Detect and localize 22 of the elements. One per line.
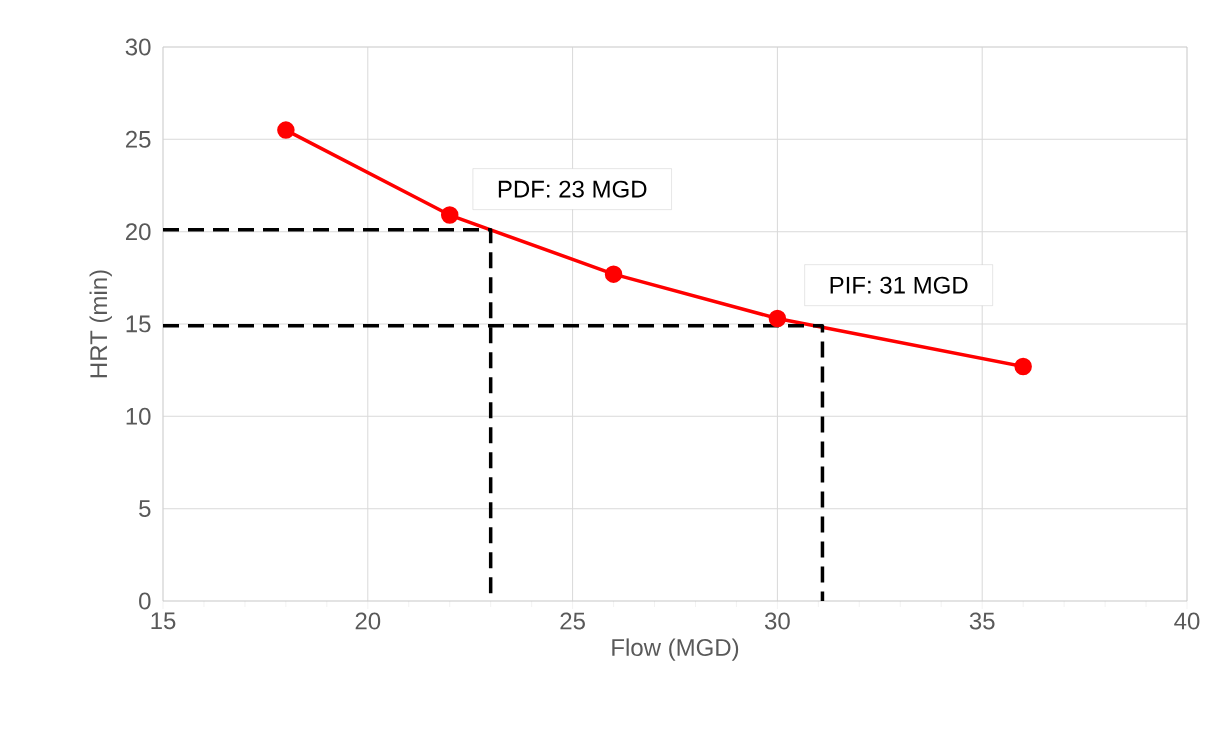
x-tick-label: 35: [969, 612, 995, 630]
point: [277, 121, 295, 139]
y-tick-label: 25: [125, 130, 151, 148]
y-axis-title: HRT (min): [89, 270, 112, 378]
x-tick-label: 25: [560, 612, 585, 630]
point: [440, 206, 459, 224]
x-tick-label: 20: [355, 612, 381, 630]
y-tick-label: 15: [126, 315, 151, 333]
x-tick-label: 30: [764, 612, 790, 630]
y-tick-label: 0: [139, 592, 151, 610]
point: [604, 265, 623, 283]
y-tick-label: 30: [125, 38, 151, 56]
x-tick-label: 15: [151, 612, 176, 630]
annotation: PIF: 31 MGD: [830, 276, 968, 294]
y-tick-label: 10: [126, 407, 151, 425]
x-axis-title: Flow (MGD): [612, 638, 739, 661]
y-tick-label: 5: [139, 500, 151, 518]
point: [1014, 357, 1032, 376]
annotation: PDF: 23 MGD: [498, 180, 647, 198]
point: [768, 309, 787, 328]
y-tick-label: 20: [125, 223, 151, 241]
x-tick-label: 40: [1174, 612, 1200, 630]
